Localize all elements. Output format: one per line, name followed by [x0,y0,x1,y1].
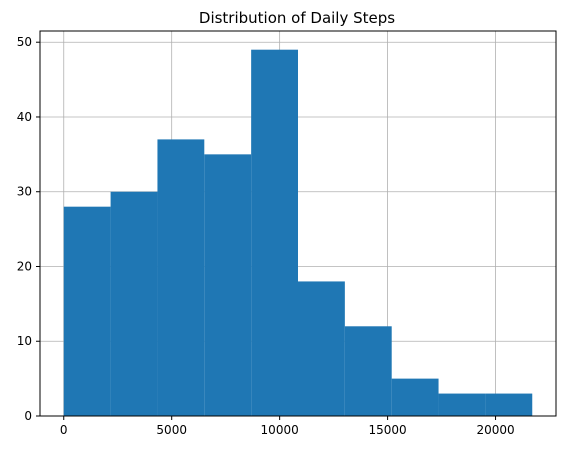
y-tick-label: 40 [17,110,32,124]
histogram-bar [485,394,532,416]
x-tick-label: 20000 [476,423,514,437]
histogram-bar [204,154,251,416]
y-tick-label: 50 [17,35,32,49]
y-tick-label: 20 [17,259,32,273]
histogram-bars [64,50,533,416]
histogram-bar [392,379,439,416]
x-tick-label: 15000 [369,423,407,437]
x-tick-label: 5000 [156,423,187,437]
histogram-bar [345,326,392,416]
histogram-bar [439,394,486,416]
chart-title: Distribution of Daily Steps [199,9,395,27]
y-tick-label: 0 [24,409,32,423]
histogram-bar [64,207,111,416]
histogram-bar [251,50,298,416]
y-tick-label: 10 [17,334,32,348]
histogram-bar [298,281,345,416]
histogram-bar [157,139,204,416]
histogram-bar [111,192,158,416]
x-tick-label: 0 [60,423,68,437]
y-tick-label: 30 [17,185,32,199]
x-tick-label: 10000 [261,423,299,437]
